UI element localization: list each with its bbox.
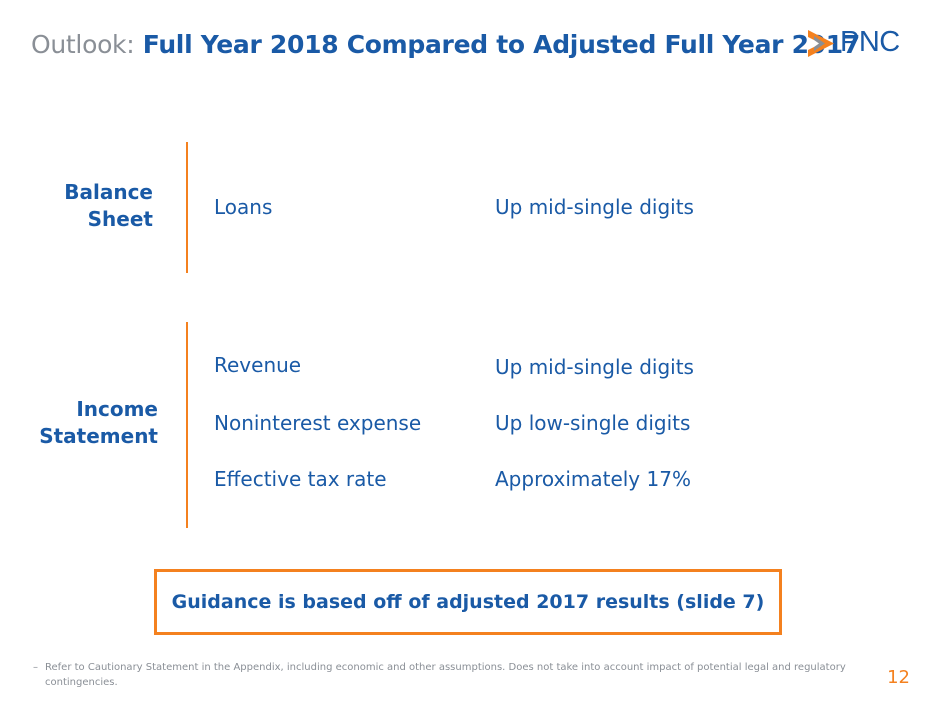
guidance-callout-text: Guidance is based off of adjusted 2017 r… <box>171 591 765 613</box>
footnote-text: Refer to Cautionary Statement in the App… <box>45 662 846 688</box>
income-value-revenue: Up mid-single digits <box>495 355 694 379</box>
income-item-noninterest-expense: Noninterest expense <box>214 411 422 435</box>
income-value-effective-tax-rate: Approximately 17% <box>495 467 691 491</box>
guidance-callout: Guidance is based off of adjusted 2017 r… <box>154 569 782 635</box>
balance-sheet-divider <box>186 142 188 273</box>
income-item-effective-tax-rate: Effective tax rate <box>214 467 387 491</box>
income-value-noninterest-expense: Up low-single digits <box>495 411 691 435</box>
footnote: – Refer to Cautionary Statement in the A… <box>33 660 873 690</box>
logo-wordmark: PNC <box>840 26 900 58</box>
page-title: Outlook: Full Year 2018 Compared to Adju… <box>31 30 860 59</box>
title-prefix: Outlook: <box>31 30 135 59</box>
income-statement-label-line1: Income <box>76 397 158 421</box>
income-statement-label: Income Statement <box>30 396 158 450</box>
page-number: 12 <box>887 667 910 688</box>
income-item-revenue: Revenue <box>214 353 302 377</box>
title-main: Full Year 2018 Compared to Adjusted Full… <box>142 30 861 59</box>
balance-sheet-label-line1: Balance <box>64 180 153 204</box>
balance-sheet-item-loans: Loans <box>214 195 273 219</box>
balance-sheet-label-line2: Sheet <box>87 207 153 231</box>
income-statement-divider <box>186 322 188 528</box>
balance-sheet-label: Balance Sheet <box>40 179 153 233</box>
pnc-mark-icon <box>808 30 834 57</box>
balance-sheet-value-loans: Up mid-single digits <box>495 195 694 219</box>
income-statement-label-line2: Statement <box>39 424 158 448</box>
footnote-bullet: – <box>33 662 38 673</box>
